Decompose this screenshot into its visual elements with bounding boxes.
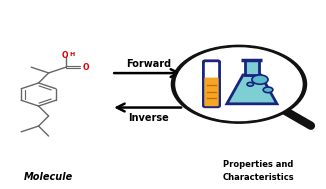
Text: Forward: Forward bbox=[126, 59, 171, 69]
Circle shape bbox=[171, 45, 306, 123]
Circle shape bbox=[176, 48, 302, 121]
Polygon shape bbox=[244, 60, 259, 75]
Text: O: O bbox=[82, 63, 89, 72]
Text: Molecule: Molecule bbox=[23, 172, 73, 182]
Circle shape bbox=[252, 75, 268, 84]
Polygon shape bbox=[227, 75, 277, 104]
Text: Properties and
Characteristics: Properties and Characteristics bbox=[223, 160, 294, 182]
Text: H: H bbox=[69, 52, 74, 57]
Text: O: O bbox=[62, 51, 68, 60]
Circle shape bbox=[263, 87, 273, 93]
FancyBboxPatch shape bbox=[204, 78, 219, 106]
FancyBboxPatch shape bbox=[203, 61, 220, 107]
Text: Inverse: Inverse bbox=[128, 113, 169, 123]
Circle shape bbox=[247, 82, 254, 86]
